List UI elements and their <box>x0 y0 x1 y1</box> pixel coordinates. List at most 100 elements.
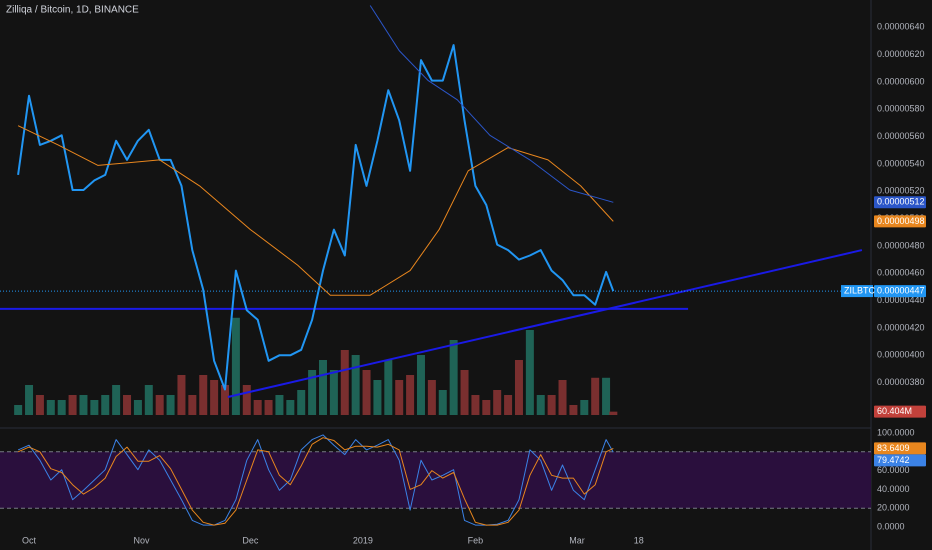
value-tag-bg <box>874 285 926 298</box>
x-tick-label: Mar <box>569 535 585 545</box>
y-tick-label: 0.00000520 <box>877 186 925 196</box>
volume-bar <box>449 340 458 415</box>
volume-bar <box>90 400 99 415</box>
value-tag-bg <box>874 442 926 455</box>
series-line <box>17 437 614 526</box>
volume-bar <box>591 377 600 415</box>
volume-bar <box>199 375 208 415</box>
volume-bar <box>416 355 425 415</box>
volume-bar <box>482 400 491 415</box>
volume-bar <box>123 395 132 415</box>
volume-bar <box>547 395 556 415</box>
volume-bar <box>155 395 164 415</box>
volume-bar <box>362 370 371 415</box>
value-tag: 0.00000512 <box>877 197 925 207</box>
volume-bar <box>427 380 436 415</box>
volume-bar <box>318 360 327 415</box>
y-tick-label: 0.00000540 <box>877 158 925 168</box>
volume-bar <box>112 385 121 415</box>
volume-bar <box>384 360 393 415</box>
x-tick-label: 2019 <box>353 535 373 545</box>
volume-bar <box>177 375 186 415</box>
volume-bar <box>406 375 415 415</box>
volume-bar <box>460 370 469 415</box>
volume-bar <box>602 377 611 415</box>
volume-bar <box>275 395 284 415</box>
volume-bar <box>231 317 240 415</box>
y-tick-label: 0.00000580 <box>877 104 925 114</box>
y-tick-label: 0.00000380 <box>877 377 925 387</box>
volume-bar <box>525 330 534 415</box>
x-tick-label: Feb <box>468 535 484 545</box>
volume-bar <box>308 370 317 415</box>
volume-bar <box>340 350 349 415</box>
volume-bar <box>395 380 404 415</box>
y-tick-label: 0.0000 <box>877 521 905 531</box>
volume-bar <box>493 390 502 415</box>
x-tick-label: Dec <box>242 535 259 545</box>
volume-bar <box>438 390 447 415</box>
value-tag: 0.00000447 <box>877 285 925 295</box>
y-tick-label: 0.00000640 <box>877 22 925 32</box>
y-tick-label: 20.0000 <box>877 503 910 513</box>
y-tick-label: 0.00000600 <box>877 76 925 86</box>
volume-bar <box>373 380 382 415</box>
volume-bar <box>188 395 197 415</box>
volume-bar <box>609 411 618 415</box>
series-line <box>17 44 615 391</box>
value-tag: 83.6409 <box>877 443 910 453</box>
volume-bar <box>242 385 251 415</box>
y-tick-label: 0.00000620 <box>877 49 925 59</box>
y-tick-label: 100.0000 <box>877 427 915 437</box>
volume-bar <box>210 380 219 415</box>
value-tag-bg <box>874 215 926 228</box>
series-name: ZILBTC <box>844 285 876 295</box>
volume-bar <box>68 395 77 415</box>
volume-bar <box>297 390 306 415</box>
y-tick-label: 60.0000 <box>877 465 910 475</box>
series-name-bg <box>841 285 873 298</box>
y-tick-label: 0.00000400 <box>877 350 925 360</box>
volume-bar <box>329 370 338 415</box>
x-tick-label: 18 <box>634 535 644 545</box>
volume-bar <box>569 405 578 415</box>
value-tag-bg <box>874 454 926 467</box>
volume-bar <box>144 385 153 415</box>
series-line <box>17 434 614 526</box>
volume-bar <box>286 400 295 415</box>
x-tick-label: Nov <box>134 535 151 545</box>
volume-bar <box>57 400 66 415</box>
value-tag-bg <box>874 196 926 209</box>
volume-bar <box>514 360 523 415</box>
x-tick-label: Oct <box>22 535 37 545</box>
volume-bar <box>35 395 44 415</box>
volume-bar <box>536 395 545 415</box>
trend-line <box>227 249 863 398</box>
volume-bar <box>25 385 34 415</box>
volume-bar <box>504 395 513 415</box>
volume-bar <box>46 400 55 415</box>
volume-tag-bg <box>874 405 926 418</box>
volume-bar <box>471 395 480 415</box>
y-tick-label: 0.00000480 <box>877 240 925 250</box>
y-tick-label: 0.00000460 <box>877 268 925 278</box>
value-tag: 79.4742 <box>877 455 910 465</box>
series-line <box>369 5 614 203</box>
volume-bar <box>558 380 567 415</box>
y-tick-label: 0.00000560 <box>877 131 925 141</box>
volume-bar <box>264 400 273 415</box>
y-tick-label: 0.00000420 <box>877 322 925 332</box>
volume-tag: 60.404M <box>877 406 912 416</box>
chart-title: Zilliqa / Bitcoin, 1D, BINANCE <box>6 5 139 16</box>
volume-bar <box>101 395 110 415</box>
value-tag: 0.00000498 <box>877 216 925 226</box>
y-tick-label: 0.00000440 <box>877 295 925 305</box>
volume-bar <box>166 395 175 415</box>
volume-bar <box>79 395 88 415</box>
volume-bar <box>14 405 23 415</box>
volume-bar <box>351 355 360 415</box>
volume-bar <box>133 400 142 415</box>
volume-bar <box>221 385 230 415</box>
volume-bar <box>580 400 589 415</box>
